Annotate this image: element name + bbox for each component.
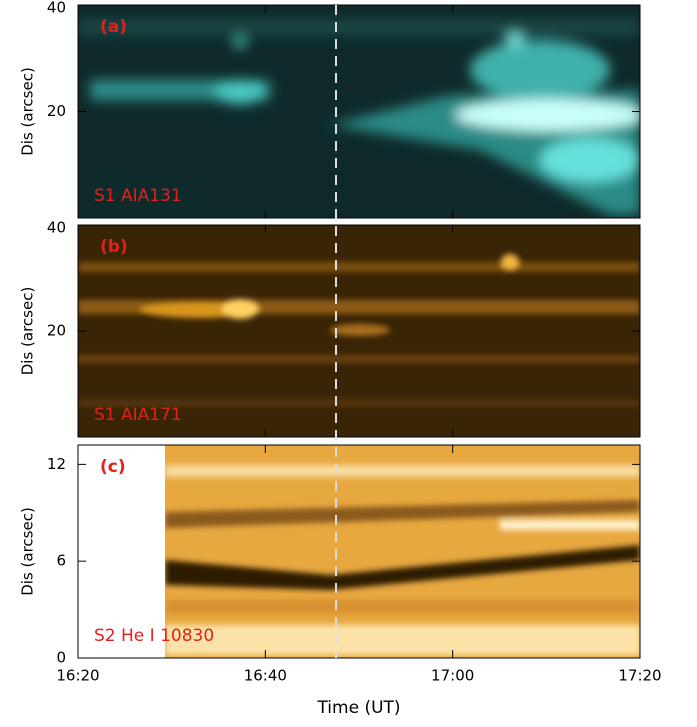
y-axis-label: Dis (arcsec) xyxy=(19,507,37,596)
panel-caption: S2 He I 10830 xyxy=(94,626,214,646)
x-tick-label: 17:20 xyxy=(618,667,661,685)
x-tick-label: 17:00 xyxy=(431,667,474,685)
panel-c-image xyxy=(165,445,640,658)
panel-frame xyxy=(77,444,641,659)
panel-label: (b) xyxy=(100,237,128,257)
y-tick-label: 20 xyxy=(47,322,66,340)
panel-b-image xyxy=(78,225,640,437)
y-tick-label: 40 xyxy=(47,0,66,17)
panel-label: (c) xyxy=(100,457,126,477)
y-axis-label: Dis (arcsec) xyxy=(19,287,37,376)
y-tick-label: 20 xyxy=(47,102,66,120)
y-tick-label: 40 xyxy=(47,219,66,237)
x-axis-label: Time (UT) xyxy=(316,698,400,718)
x-tick-label: 16:20 xyxy=(56,667,99,685)
panel-label: (a) xyxy=(100,17,127,37)
y-tick-label: 12 xyxy=(47,455,66,473)
y-tick-label: 0 xyxy=(56,649,66,667)
x-tick-label: 16:40 xyxy=(244,667,287,685)
panel-caption: S1 AIA131 xyxy=(94,186,182,206)
panel-a-image xyxy=(78,5,640,218)
y-axis-label: Dis (arcsec) xyxy=(19,67,37,156)
panel-caption: S1 AIA171 xyxy=(94,405,182,425)
y-tick-label: 6 xyxy=(56,552,66,570)
